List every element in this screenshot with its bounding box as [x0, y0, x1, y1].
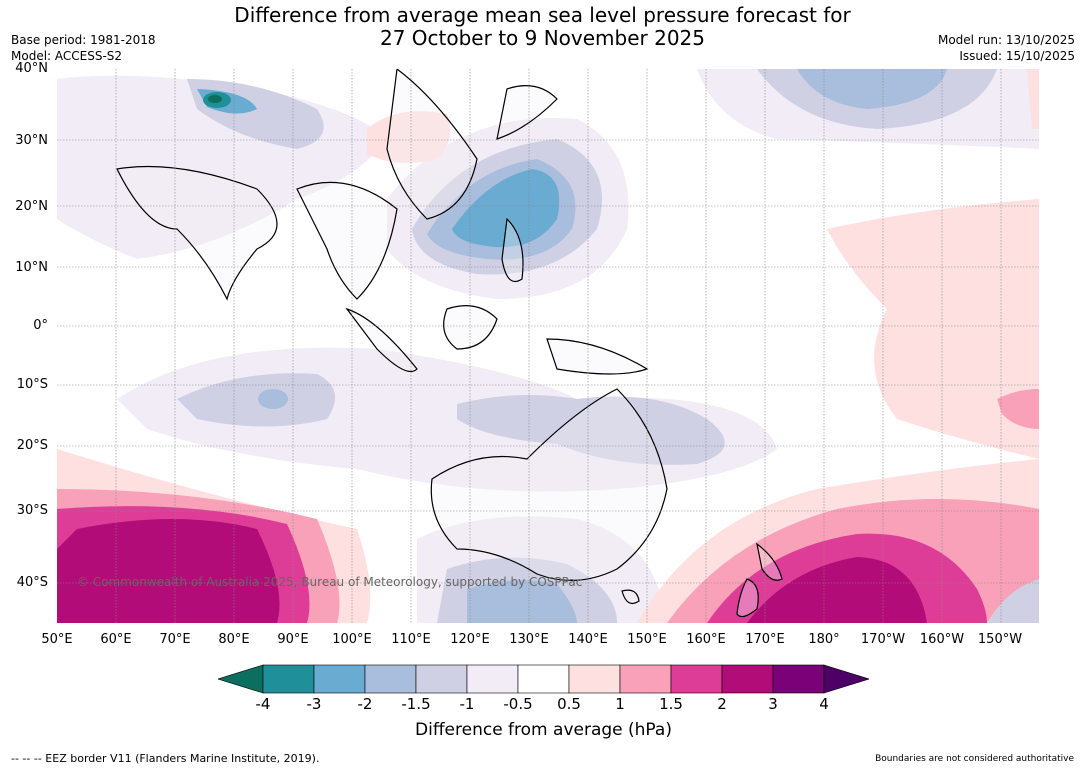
colorbar-segment-10	[721, 664, 774, 694]
lon-label-170w: 170°W	[860, 632, 906, 647]
colorbar-tick-label: -0.5	[503, 695, 533, 713]
colorbar-segment-11	[772, 664, 825, 694]
contour-negative-indian-ocean-mid	[177, 373, 335, 427]
lat-label-10s: 10°S	[16, 377, 48, 392]
colorbar-title: Difference from average (hPa)	[415, 720, 672, 740]
model-run-text: Model run: 13/10/2025	[937, 33, 1075, 47]
lon-label-180: 180°	[808, 632, 840, 647]
graticule	[57, 69, 1039, 623]
colorbar-segment-12	[823, 664, 869, 694]
base-period-text: Base period: 1981-2018	[11, 33, 156, 47]
contour-negative-south-east-corner	[987, 579, 1039, 623]
borneo-landmass	[443, 305, 498, 350]
lon-label-130e: 130°E	[509, 632, 549, 647]
lat-label-40n: 40°N	[15, 61, 48, 76]
lon-label-110e: 110°E	[391, 632, 431, 647]
contour-positive-south-indian-3	[57, 519, 280, 623]
lon-label-70e: 70°E	[159, 632, 191, 647]
colorbar-segment-8	[619, 664, 672, 694]
coastlines	[116, 69, 783, 618]
new-zealand-north-landmass	[756, 542, 783, 581]
colorbar-tick-label: -2	[357, 695, 373, 713]
lat-label-20n: 20°N	[15, 199, 48, 214]
lon-label-160w: 160°W	[919, 632, 965, 647]
sumatra-landmass	[345, 307, 418, 373]
contour-positive-east-pacific	[827, 199, 1039, 459]
colorbar-segment-2	[313, 664, 366, 694]
lon-label-150w: 150°W	[977, 632, 1023, 647]
colorbar-segment-5	[466, 664, 519, 694]
lon-label-50e: 50°E	[41, 632, 73, 647]
australia-landmass	[430, 388, 668, 581]
colorbar-segment-3	[364, 664, 417, 694]
colorbar-tick-label: -4	[255, 695, 271, 713]
lat-label-10n: 10°N	[15, 260, 48, 275]
colorbar-segment-6	[517, 664, 570, 694]
contour-positive-sw-pacific-3	[747, 557, 927, 623]
indochina-landmass	[296, 181, 398, 300]
lat-label-0: 0°	[33, 318, 48, 333]
colorbar-tick-label: -1	[459, 695, 475, 713]
meta-right: Model run: 13/10/2025 Issued: 15/10/2025	[938, 32, 1075, 64]
colorbar-tick-label: 1.5	[659, 695, 683, 713]
chart-title: Difference from average mean sea level p…	[0, 4, 1085, 50]
lon-label-140e: 140°E	[568, 632, 608, 647]
colorbar-tick-label: 1	[615, 695, 625, 713]
colorbar-tick-label: 4	[819, 695, 829, 713]
model-text: Model: ACCESS-S2	[11, 49, 123, 63]
lon-label-160e: 160°E	[686, 632, 726, 647]
colorbar-segment-7	[568, 664, 621, 694]
colorbar-tick-label: -3	[306, 695, 322, 713]
contour-positive-north-east-corner	[1027, 69, 1039, 129]
colorbar-segment-9	[670, 664, 723, 694]
colorbar-tick-label: 2	[717, 695, 727, 713]
map-svg: © Commonwealth of Australia 2025, Bureau…	[57, 69, 1039, 623]
contour-negative-australia-mid	[457, 395, 725, 465]
lat-label-20s: 20°S	[16, 438, 48, 453]
anomaly-contours	[57, 69, 1039, 623]
colorbar	[218, 664, 869, 694]
colorbar-segment-1	[262, 664, 315, 694]
lat-label-40s: 40°S	[16, 575, 48, 590]
title-line-1: Difference from average mean sea level p…	[234, 3, 851, 27]
china-coast	[386, 69, 478, 220]
contour-negative-south-australia-deep	[467, 580, 577, 623]
lon-label-80e: 80°E	[218, 632, 250, 647]
contour-positive-east-pacific-core	[997, 389, 1039, 429]
colorbar-segment-0	[218, 664, 264, 694]
lat-label-30s: 30°S	[16, 503, 48, 518]
tasmania-landmass	[621, 589, 640, 604]
colorbar-tick-label: 3	[768, 695, 778, 713]
japan-landmass	[496, 85, 558, 140]
eez-footnote: -- -- -- EEZ border V11 (Flanders Marine…	[11, 752, 320, 765]
contour-negative-wpac-core	[452, 169, 560, 248]
lon-label-120e: 120°E	[450, 632, 490, 647]
lat-label-30n: 30°N	[15, 133, 48, 148]
colorbar-tick-label: -1.5	[401, 695, 431, 713]
lon-label-150e: 150°E	[627, 632, 667, 647]
new-zealand-south-landmass	[736, 578, 759, 618]
lon-label-170e: 170°E	[745, 632, 785, 647]
meta-left: Base period: 1981-2018 Model: ACCESS-S2	[11, 32, 156, 64]
map-panel: © Commonwealth of Australia 2025, Bureau…	[57, 69, 1039, 623]
lon-label-60e: 60°E	[100, 632, 132, 647]
colorbar-segment-4	[415, 664, 468, 694]
disclaimer-text: Boundaries are not considered authoritat…	[875, 754, 1074, 764]
contour-negative-indian-ocean-core	[258, 389, 288, 409]
lon-label-100e: 100°E	[332, 632, 372, 647]
copyright-text: © Commonwealth of Australia 2025, Bureau…	[77, 575, 582, 589]
issued-text: Issued: 15/10/2025	[959, 49, 1075, 63]
contour-tibet-extreme-core	[208, 95, 222, 103]
title-line-2: 27 October to 9 November 2025	[379, 26, 706, 50]
contour-negative-north-pacific-core	[797, 69, 947, 109]
colorbar-tick-label: 0.5	[557, 695, 581, 713]
lon-label-90e: 90°E	[277, 632, 309, 647]
philippines-landmass	[501, 217, 524, 283]
